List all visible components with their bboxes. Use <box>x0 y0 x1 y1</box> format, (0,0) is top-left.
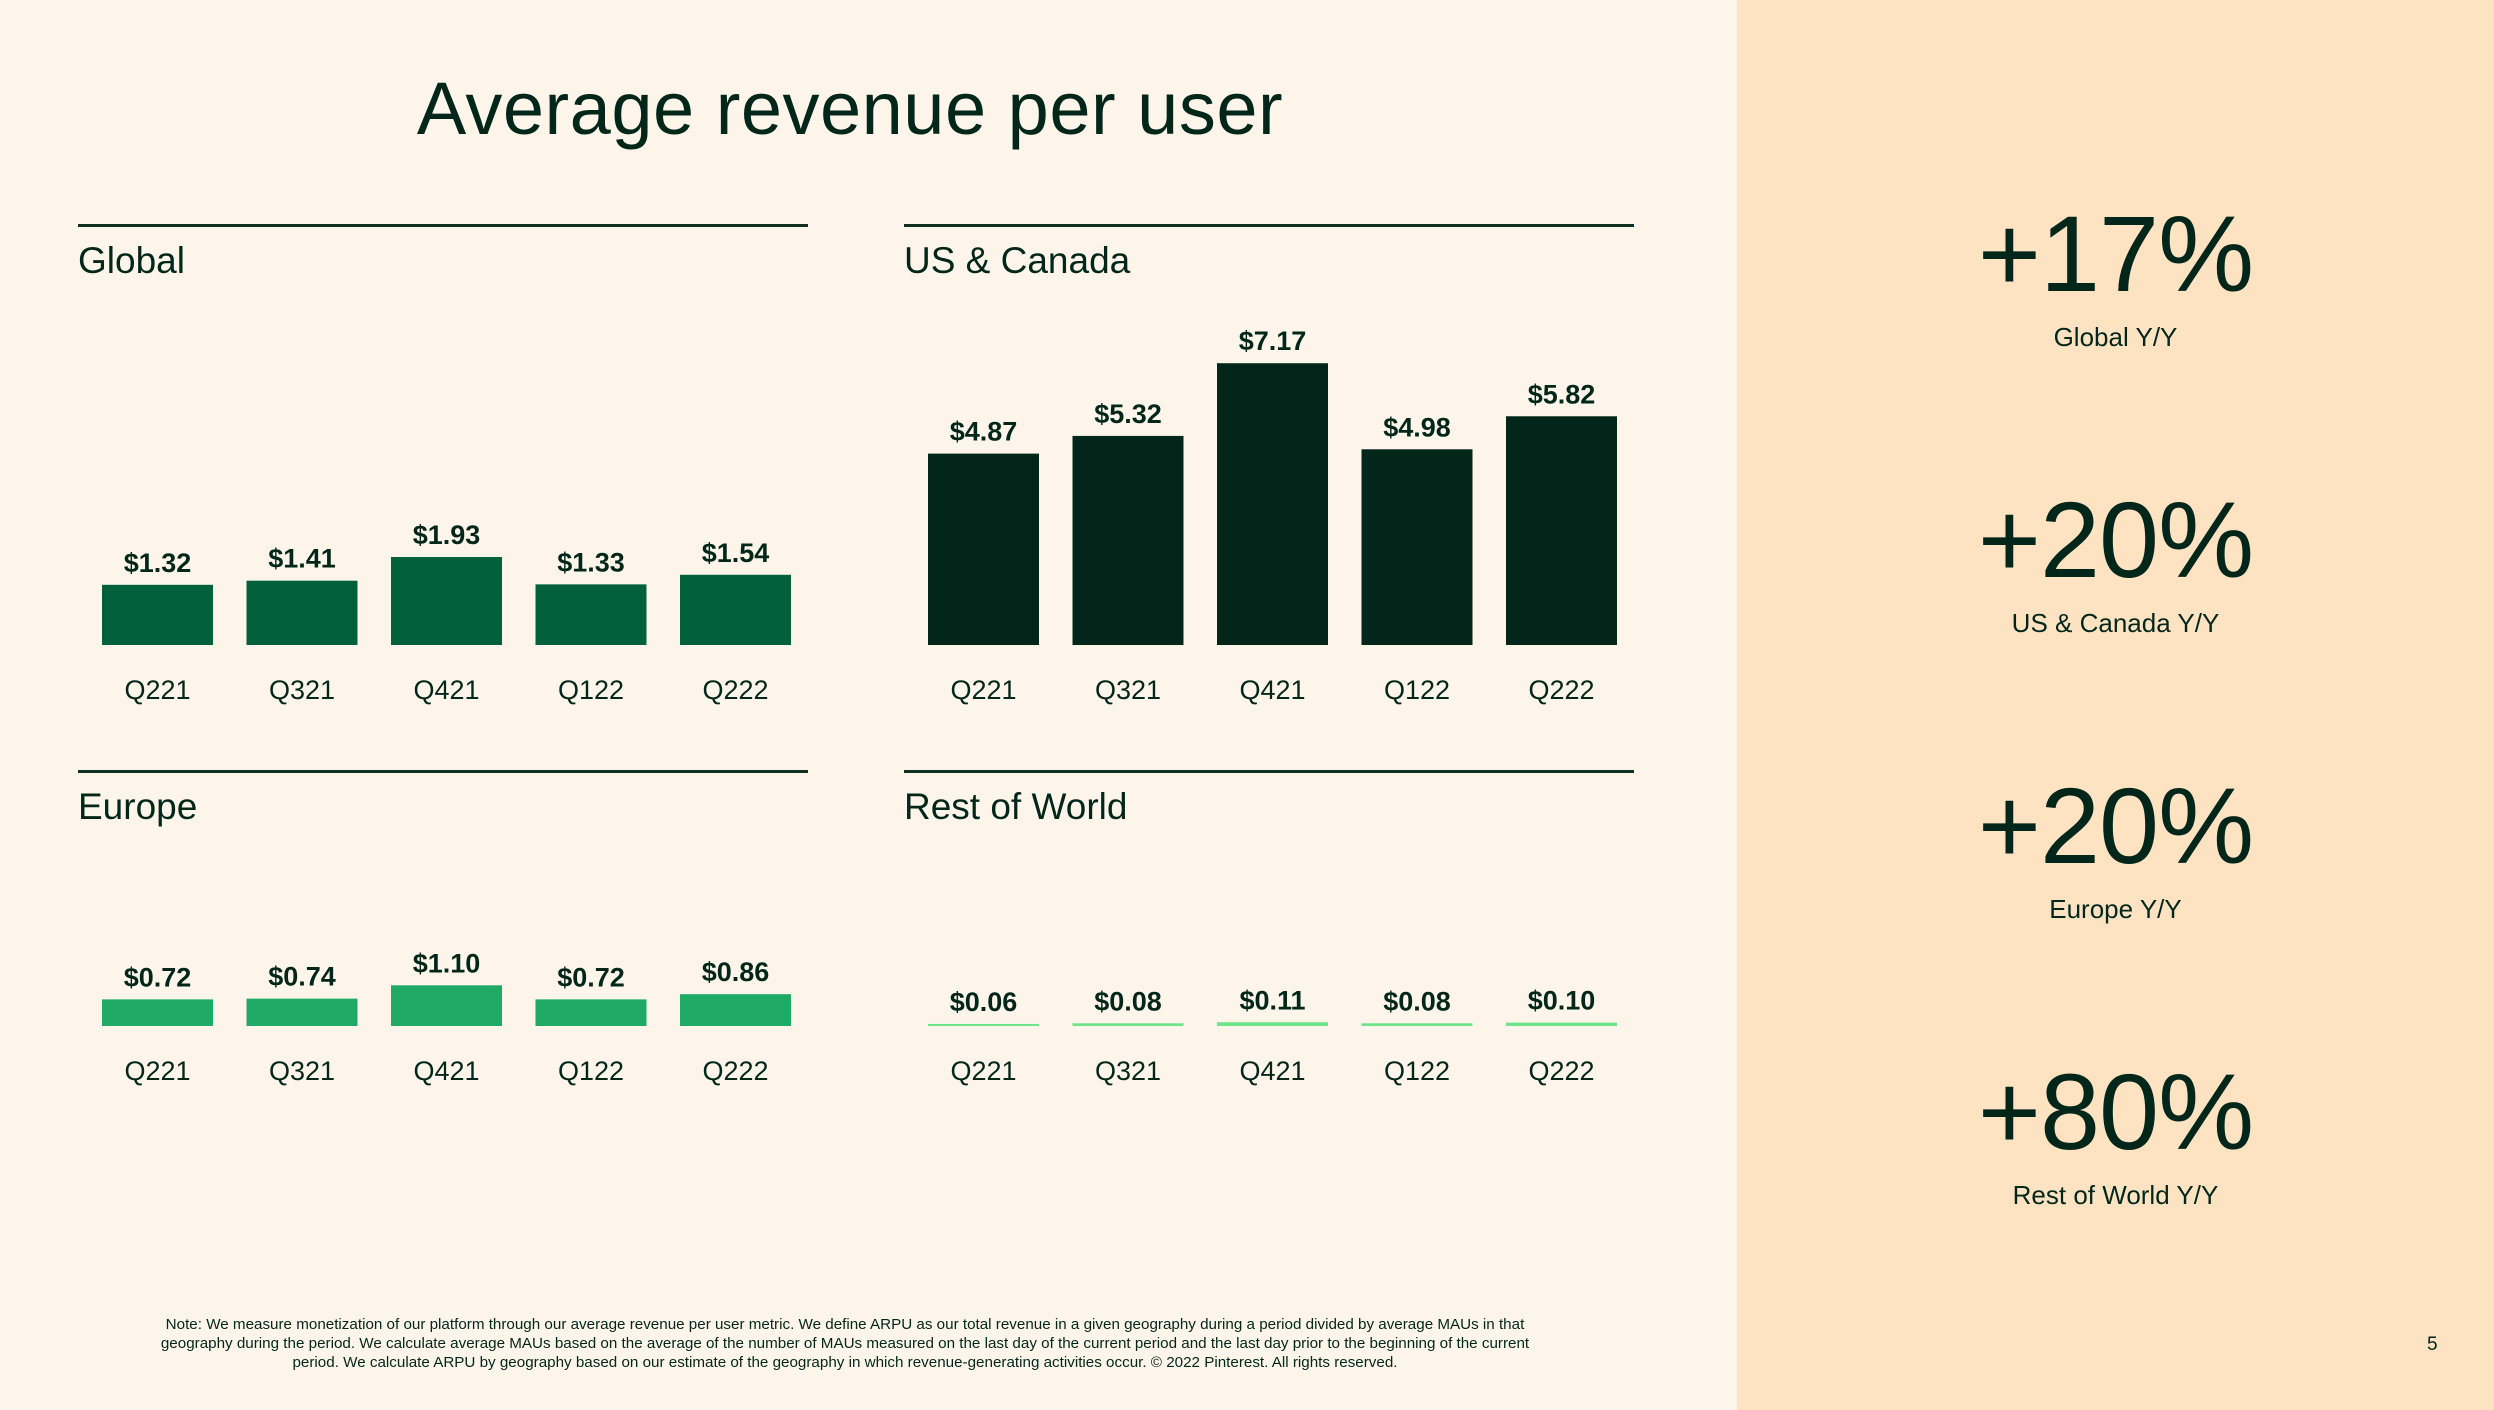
highlight-rest-of-world: +80% Rest of World Y/Y <box>1737 1058 2494 1211</box>
category-label: Q222 <box>702 1056 768 1086</box>
category-label: Q421 <box>1239 1056 1305 1086</box>
category-label: Q122 <box>1384 675 1450 705</box>
bar-q122 <box>535 584 647 645</box>
highlight-value: +20% <box>1977 479 2254 600</box>
category-label: Q221 <box>124 675 190 705</box>
highlight-value: +17% <box>1977 193 2254 314</box>
bar-q421 <box>391 985 502 1026</box>
category-label: Q321 <box>1095 675 1161 705</box>
bar-q222 <box>680 574 791 645</box>
category-label: Q222 <box>1528 675 1594 705</box>
category-label: Q122 <box>1384 1056 1450 1086</box>
section-divider <box>904 224 1634 227</box>
data-label: $1.33 <box>557 547 625 577</box>
chart-global: Global $1.32 Q221 $1.41 Q321 $1.93 Q421 $1.33 Q… <box>78 224 808 705</box>
data-label: $0.72 <box>124 962 192 992</box>
category-label: Q321 <box>269 1056 335 1086</box>
data-label: $0.11 <box>1239 985 1305 1015</box>
highlight-us-canada: +20% US & Canada Y/Y <box>1737 486 2494 639</box>
bar-q321 <box>1072 435 1184 645</box>
chart-rest-of-world: Rest of World $0.06 Q221 $0.08 Q321 $0.11 Q42… <box>904 770 1634 1130</box>
slide-title: Average revenue per user <box>416 67 1284 150</box>
data-label: $1.32 <box>124 548 192 578</box>
data-label: $1.54 <box>702 538 770 568</box>
data-label: $0.74 <box>268 962 336 992</box>
highlight-label: Global Y/Y <box>2053 322 2178 352</box>
chart-europe: Europe $0.72 Q221 $0.74 Q321 $1.10 Q421 $0.72 Q… <box>78 770 808 1130</box>
category-label: Q421 <box>413 675 479 705</box>
page-number: 5 <box>2427 1334 2438 1355</box>
category-label: Q222 <box>702 675 768 705</box>
data-label: $1.93 <box>413 520 481 550</box>
bar-chart-svg: $4.87 Q221 $5.32 Q321 $7.17 Q421 $4.98 Q122 $5.8… <box>928 326 1617 705</box>
highlight-label: Europe Y/Y <box>2049 894 2182 924</box>
bar-q321 <box>246 998 358 1026</box>
highlight-europe: +20% Europe Y/Y <box>1737 772 2494 925</box>
category-label: Q221 <box>950 675 1016 705</box>
chart-title: Rest of World <box>904 786 1128 827</box>
bar-chart-svg: $0.06 Q221 $0.08 Q321 $0.11 Q421 $0.08 Q122 $0.1… <box>928 985 1617 1086</box>
bar-q321 <box>1072 1023 1184 1026</box>
bar-q122 <box>1361 1023 1473 1026</box>
data-label: $0.06 <box>950 987 1018 1017</box>
highlight-label: Rest of World Y/Y <box>2012 1180 2219 1210</box>
bar-q221 <box>928 1023 1039 1026</box>
bar-chart-svg: $1.32 Q221 $1.41 Q321 $1.93 Q421 $1.33 Q122 $1.5… <box>102 520 791 705</box>
chart-title: Global <box>78 240 185 281</box>
highlight-label: US & Canada Y/Y <box>2011 608 2220 638</box>
data-label: $1.41 <box>268 544 336 574</box>
bar-q221 <box>102 584 213 645</box>
category-label: Q421 <box>413 1056 479 1086</box>
data-label: $0.10 <box>1528 986 1596 1016</box>
bar-q321 <box>246 580 358 645</box>
bar-q221 <box>102 999 213 1026</box>
bar-q222 <box>680 994 791 1026</box>
data-label: $7.17 <box>1239 326 1307 356</box>
data-label: $0.08 <box>1383 986 1451 1016</box>
chart-us-canada: US & Canada $4.87 Q221 $5.32 Q321 $7.17 Q421 $… <box>904 224 1634 705</box>
section-divider <box>78 224 808 227</box>
data-label: $5.82 <box>1528 379 1596 409</box>
data-label: $5.32 <box>1094 399 1162 429</box>
side-highlight-panel <box>1737 0 2494 1410</box>
chart-title: US & Canada <box>904 240 1131 281</box>
bar-q222 <box>1506 1022 1617 1026</box>
category-label: Q122 <box>558 675 624 705</box>
category-label: Q321 <box>269 675 335 705</box>
footnote: Note: We measure monetization of our pla… <box>160 1316 1530 1371</box>
bar-q222 <box>1506 416 1617 645</box>
chart-title: Europe <box>78 786 198 827</box>
highlight-value: +20% <box>1977 765 2254 886</box>
highlight-global: +17% Global Y/Y <box>1737 200 2494 353</box>
bar-q221 <box>928 453 1039 645</box>
category-label: Q221 <box>124 1056 190 1086</box>
data-label: $0.86 <box>702 957 770 987</box>
bar-q122 <box>1361 449 1473 645</box>
data-label: $4.87 <box>950 417 1018 447</box>
category-label: Q421 <box>1239 675 1305 705</box>
category-label: Q321 <box>1095 1056 1161 1086</box>
bar-q421 <box>1217 363 1328 645</box>
section-divider <box>78 770 808 773</box>
bar-chart-svg: $0.72 Q221 $0.74 Q321 $1.10 Q421 $0.72 Q122 $0.8… <box>102 948 791 1086</box>
data-label: $4.98 <box>1383 412 1451 442</box>
bar-q122 <box>535 999 647 1026</box>
data-label: $0.08 <box>1094 986 1162 1016</box>
section-divider <box>904 770 1634 773</box>
category-label: Q122 <box>558 1056 624 1086</box>
category-label: Q222 <box>1528 1056 1594 1086</box>
bar-q421 <box>391 556 502 645</box>
category-label: Q221 <box>950 1056 1016 1086</box>
highlight-value: +80% <box>1977 1051 2254 1172</box>
bar-q421 <box>1217 1022 1328 1026</box>
data-label: $0.72 <box>557 962 625 992</box>
data-label: $1.10 <box>413 948 481 978</box>
